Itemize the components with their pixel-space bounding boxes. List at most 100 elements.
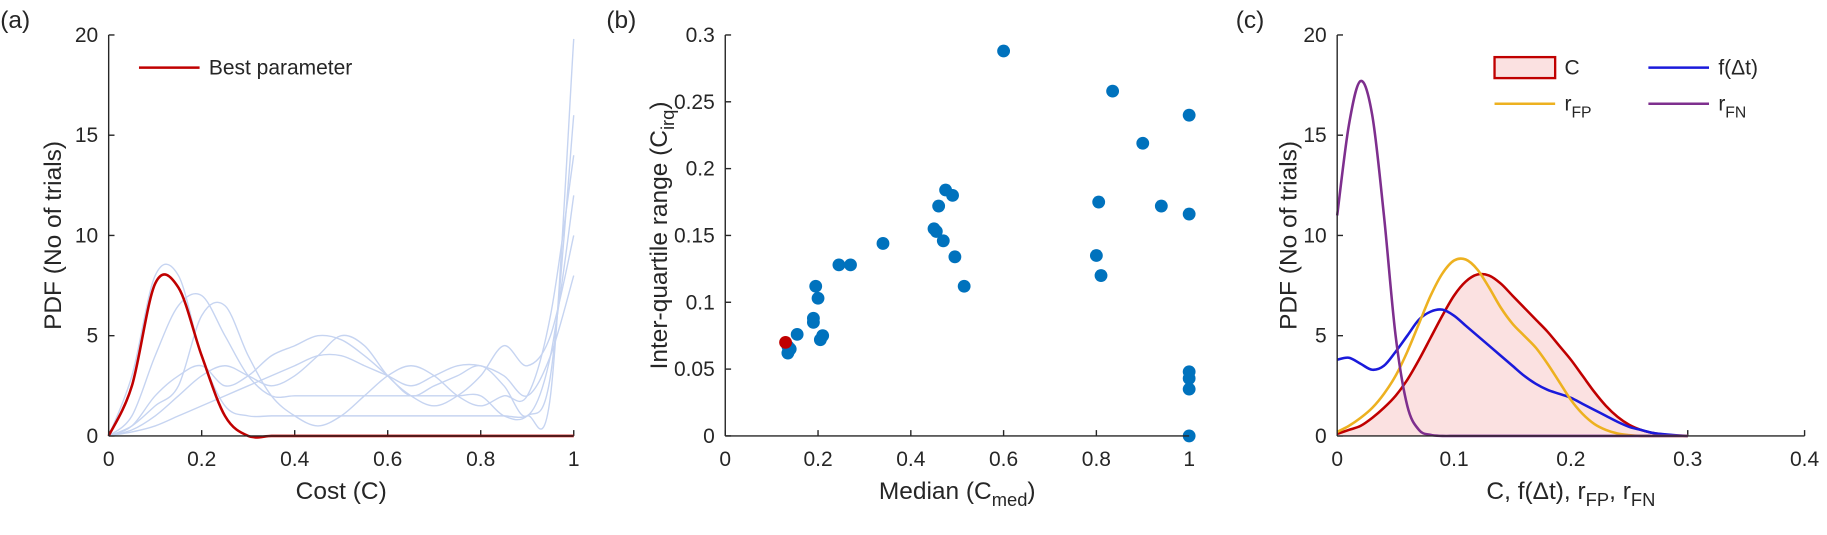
point	[948, 250, 962, 264]
point	[997, 44, 1011, 58]
panel-label: (b)	[606, 7, 636, 34]
y-axis-label: PDF (No of trials)	[40, 141, 67, 330]
point	[1182, 207, 1196, 221]
x-tick-label: 1	[568, 448, 580, 471]
y-tick-label: 10	[75, 224, 98, 247]
x-tick-label: 0.8	[466, 448, 495, 471]
x-tick-label: 0.6	[373, 448, 402, 471]
y-tick-label: 0	[703, 425, 715, 448]
x-tick-label: 0.4	[280, 448, 309, 471]
y-tick-label: 0.25	[674, 91, 715, 114]
x-axis-label-sub: FP	[1586, 489, 1609, 510]
y-tick-label: 0.15	[674, 224, 715, 247]
x-tick-label: 0	[719, 448, 731, 471]
line	[1336, 272, 1688, 438]
point	[936, 234, 950, 248]
x-axis-label: Cost (C)	[296, 478, 387, 505]
x-axis-label-part: )	[1027, 478, 1035, 505]
y-tick-label: 15	[1303, 124, 1326, 147]
point	[832, 258, 846, 272]
y-axis-label-part: Inter-quartile range (C	[646, 130, 673, 369]
line	[108, 195, 575, 437]
x-tick-label: 0.2	[187, 448, 216, 471]
point	[779, 335, 792, 349]
point	[1106, 84, 1120, 98]
y-tick-label: 0	[87, 425, 99, 448]
x-tick-label: 0.4	[1790, 448, 1819, 471]
x-axis-label-part: C, f(Δt), r	[1486, 478, 1585, 505]
legend-label: C	[1564, 57, 1579, 80]
point	[1154, 199, 1168, 213]
point	[844, 258, 857, 272]
y-tick-label: 0.3	[686, 24, 715, 47]
point	[932, 199, 946, 213]
x-axis-label: C, f(Δt), rFP, rFN	[1486, 478, 1655, 510]
x-tick-label: 0	[103, 448, 115, 471]
y-tick-label: 20	[75, 24, 98, 47]
legend-swatch	[1493, 55, 1557, 80]
y-tick-label: 0.2	[686, 158, 715, 181]
x-axis-label-part: , r	[1609, 478, 1631, 505]
x-tick-label: 0.3	[1673, 448, 1702, 471]
point	[806, 311, 820, 325]
point	[1182, 372, 1196, 385]
point	[1136, 136, 1150, 150]
panel-label: (a)	[0, 7, 30, 34]
point	[876, 237, 890, 250]
legend-label: rFP	[1564, 93, 1591, 122]
x-axis-label-sub: med	[992, 489, 1028, 510]
y-tick-label: 0.05	[674, 358, 715, 381]
point	[790, 327, 804, 341]
legend-label-part: r	[1718, 93, 1725, 116]
legend-label: Best parameter	[209, 57, 352, 80]
line	[108, 115, 575, 437]
y-tick-label: 15	[75, 124, 98, 147]
point	[929, 225, 943, 238]
x-axis-label-part: Median (C	[879, 478, 992, 505]
point	[957, 279, 971, 293]
point	[816, 329, 830, 343]
y-tick-label: 5	[1315, 325, 1327, 348]
y-tick-label: 20	[1303, 24, 1326, 47]
legend-label-sub: FP	[1571, 105, 1591, 122]
line	[108, 155, 575, 437]
point	[1094, 269, 1108, 282]
x-tick-label: 0.8	[1082, 448, 1111, 471]
y-tick-label: 10	[1303, 224, 1326, 247]
y-tick-label: 0	[1315, 425, 1327, 448]
x-tick-label: 0.2	[1556, 448, 1585, 471]
point	[809, 279, 823, 293]
x-tick-label: 0.2	[803, 448, 832, 471]
x-tick-label: 0.1	[1439, 448, 1468, 471]
y-axis-label: Inter-quartile range (Cirq)	[646, 101, 678, 369]
legend-label: rFN	[1718, 93, 1746, 122]
point	[1092, 195, 1106, 209]
panel-label: (c)	[1236, 7, 1265, 34]
x-axis-label-sub: FN	[1631, 489, 1655, 510]
x-tick-label: 1	[1183, 448, 1195, 471]
x-tick-label: 0.4	[896, 448, 925, 471]
line	[108, 275, 575, 437]
y-axis-label: PDF (No of trials)	[1275, 141, 1302, 330]
area	[1337, 274, 1688, 436]
x-axis-label: Median (Cmed)	[879, 478, 1036, 510]
point	[946, 188, 959, 202]
line	[108, 235, 575, 437]
line	[1336, 308, 1688, 438]
y-axis-label-sub: irq	[657, 110, 678, 130]
point	[811, 291, 825, 305]
y-axis-label-part: )	[646, 101, 673, 109]
x-tick-label: 0.6	[989, 448, 1018, 471]
y-tick-label: 0.1	[686, 291, 715, 314]
point	[1182, 382, 1196, 396]
y-tick-label: 5	[87, 325, 99, 348]
x-tick-label: 0	[1331, 448, 1343, 471]
legend-label-part: r	[1564, 93, 1571, 116]
legend-label-sub: FN	[1725, 105, 1746, 122]
point	[1182, 108, 1196, 122]
line	[108, 38, 575, 437]
point	[1089, 249, 1103, 262]
legend-label: f(Δt)	[1718, 57, 1758, 80]
